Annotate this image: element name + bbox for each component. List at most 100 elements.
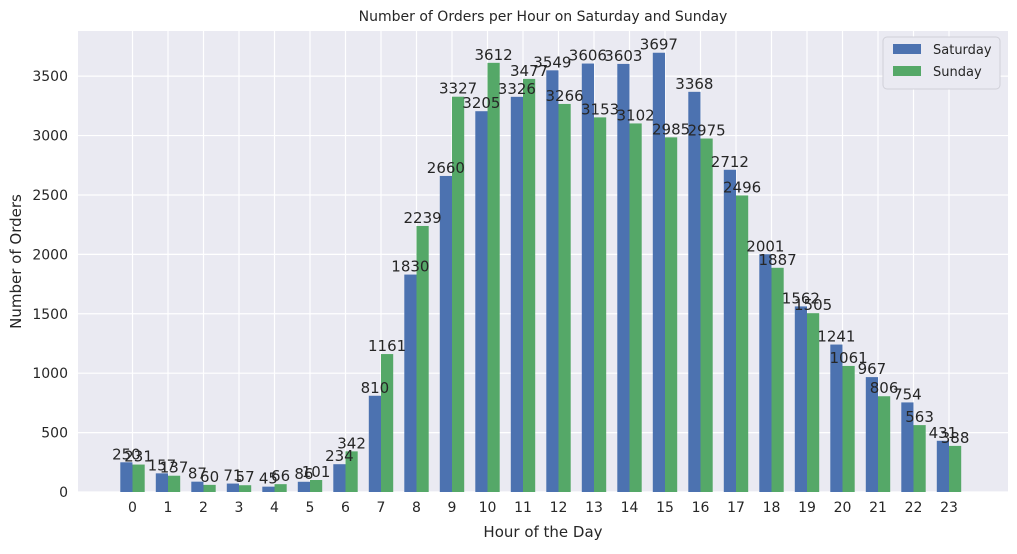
y-tick-label: 3000 — [32, 129, 68, 145]
sunday-bar — [452, 96, 465, 493]
x-tick-label: 21 — [869, 500, 887, 516]
saturday-bar — [794, 306, 807, 492]
sunday-bar — [558, 103, 571, 493]
saturday-value-label: 3368 — [675, 75, 713, 93]
sunday-value-label: 2975 — [688, 122, 726, 140]
x-axis-title: Hour of the Day — [483, 523, 602, 541]
saturday-bar — [368, 395, 381, 492]
saturday-value-label: 157 — [148, 456, 177, 474]
saturday-bar — [404, 274, 417, 492]
saturday-value-label: 234 — [325, 447, 354, 465]
sunday-bar — [771, 267, 784, 492]
sunday-bar — [913, 425, 926, 492]
y-tick-label: 0 — [59, 485, 68, 501]
saturday-bar — [333, 464, 346, 492]
saturday-value-label: 250 — [112, 445, 141, 463]
saturday-value-label: 86 — [294, 465, 313, 483]
saturday-bar — [546, 70, 559, 492]
sunday-value-label: 3327 — [439, 80, 477, 98]
saturday-bar — [723, 169, 736, 492]
sunday-bar — [168, 475, 181, 492]
legend-swatch — [893, 66, 921, 76]
x-tick-label: 7 — [377, 500, 386, 516]
sunday-value-label: 231 — [124, 448, 153, 466]
x-tick-label: 19 — [798, 500, 816, 516]
saturday-bar — [297, 481, 310, 492]
saturday-value-label: 754 — [893, 385, 922, 403]
saturday-bar — [439, 175, 452, 492]
sunday-bar — [594, 117, 607, 493]
y-tick-label: 2000 — [32, 247, 68, 263]
x-tick-label: 18 — [763, 500, 781, 516]
x-tick-label: 9 — [448, 500, 457, 516]
saturday-bar — [830, 344, 843, 492]
sunday-bar — [949, 445, 962, 492]
saturday-bar — [901, 402, 914, 492]
saturday-value-label: 3326 — [498, 80, 536, 98]
saturday-bar — [120, 462, 133, 492]
x-tick-label: 3 — [235, 500, 244, 516]
x-tick-label: 13 — [585, 500, 603, 516]
saturday-value-label: 2712 — [711, 153, 749, 171]
saturday-value-label: 967 — [858, 360, 887, 378]
saturday-bar — [581, 63, 594, 493]
sunday-bar — [736, 195, 749, 492]
sunday-value-label: 1505 — [794, 296, 832, 314]
x-tick-label: 15 — [656, 500, 674, 516]
saturday-value-label: 1562 — [782, 289, 820, 307]
saturday-bar — [191, 481, 204, 492]
sunday-bar — [416, 225, 429, 492]
sunday-bar — [878, 396, 891, 492]
sunday-value-label: 3153 — [581, 100, 619, 118]
y-tick-label: 2500 — [32, 188, 68, 204]
x-tick-label: 20 — [834, 500, 852, 516]
saturday-bar — [510, 96, 523, 493]
x-tick-label: 23 — [940, 500, 958, 516]
x-tick-label: 11 — [514, 500, 532, 516]
saturday-value-label: 2660 — [427, 159, 465, 177]
saturday-bar — [155, 473, 168, 492]
x-tick-label: 2 — [199, 500, 208, 516]
x-tick-label: 8 — [412, 500, 421, 516]
saturday-bar — [475, 111, 488, 493]
sunday-bar — [203, 484, 216, 492]
x-tick-label: 16 — [692, 500, 710, 516]
x-tick-label: 10 — [479, 500, 497, 516]
sunday-bar — [274, 484, 287, 492]
x-axis-ticks: 0 1 2 3 4 5 6 7 8 9 10 11 12 13 14 15 16 17 18 19 20 21 22 23 — [128, 500, 958, 516]
sunday-value-label: 342 — [337, 434, 366, 452]
saturday-bar — [936, 440, 949, 492]
sunday-value-label: 563 — [905, 408, 934, 426]
sunday-value-label: 1887 — [759, 251, 797, 269]
sunday-bar — [132, 464, 145, 492]
legend-swatch — [893, 44, 921, 54]
sunday-bar — [629, 123, 642, 493]
chart-title: Number of Orders per Hour on Saturday an… — [359, 9, 728, 25]
sunday-bar — [487, 62, 500, 492]
sunday-value-label: 1061 — [830, 349, 868, 367]
legend-label: Saturday — [933, 43, 992, 58]
bars — [120, 52, 962, 493]
saturday-value-label: 1241 — [817, 328, 855, 346]
sunday-bar — [700, 138, 713, 492]
sunday-value-label: 3102 — [617, 106, 655, 124]
legend: Saturday Sunday — [882, 36, 1001, 90]
sunday-bar — [523, 78, 536, 493]
saturday-value-label: 45 — [259, 470, 278, 488]
x-tick-label: 12 — [550, 500, 568, 516]
x-tick-label: 17 — [727, 500, 745, 516]
y-tick-label: 1500 — [32, 307, 68, 323]
x-tick-label: 5 — [306, 500, 315, 516]
saturday-value-label: 1830 — [391, 258, 429, 276]
sunday-value-label: 3612 — [475, 46, 513, 64]
saturday-value-label: 3205 — [462, 94, 500, 112]
y-axis-ticks: 0 500 1000 1500 2000 2500 3000 3500 — [32, 69, 68, 501]
x-tick-label: 0 — [128, 500, 137, 516]
sunday-value-label: 3477 — [510, 62, 548, 80]
sunday-bar — [345, 451, 358, 492]
y-tick-label: 500 — [41, 426, 68, 442]
y-axis-title: Number of Orders — [7, 194, 25, 329]
sunday-bar — [381, 354, 394, 492]
sunday-value-label: 137 — [160, 459, 189, 477]
